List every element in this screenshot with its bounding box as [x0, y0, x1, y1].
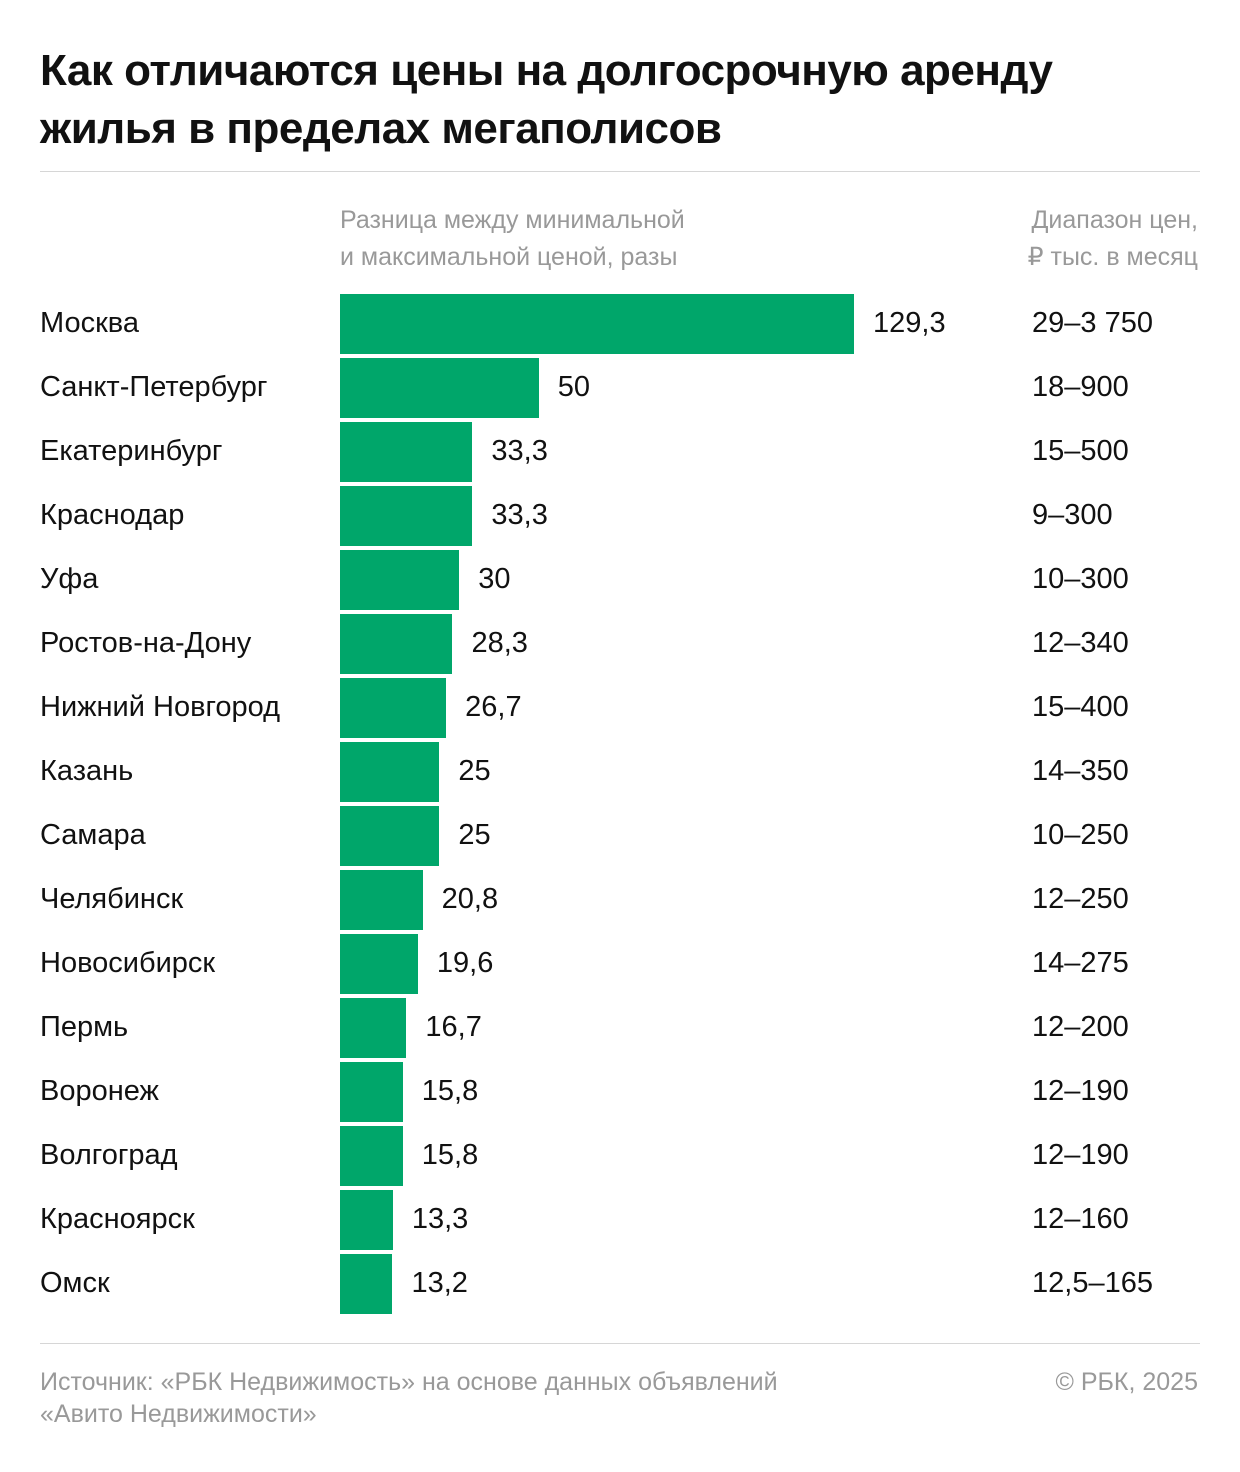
price-range: 10–300	[1032, 563, 1129, 595]
bottom-divider	[40, 1343, 1200, 1344]
price-range: 12–190	[1032, 1075, 1129, 1107]
value-label: 20,8	[441, 883, 499, 915]
value-label: 33,3	[491, 499, 548, 531]
chart-title: Как отличаются цены на долгосрочную арен…	[40, 46, 1053, 153]
value-label: 26,7	[465, 691, 522, 723]
city-label: Казань	[40, 755, 134, 787]
price-range: 12–160	[1032, 1203, 1129, 1235]
price-range: 29–3 750	[1032, 307, 1153, 339]
value-label: 50	[557, 371, 591, 403]
bars-header-line-1: Разница между минимальной	[340, 206, 685, 234]
city-label: Екатеринбург	[40, 435, 223, 467]
city-label: Самара	[40, 819, 146, 851]
range-header-line-2: ₽ тыс. в месяц	[1027, 243, 1198, 271]
bar	[340, 358, 539, 418]
bar	[340, 998, 407, 1058]
bar	[340, 294, 854, 354]
city-label: Москва	[40, 307, 140, 339]
city-label: Санкт-Петербург	[40, 371, 268, 403]
bar	[340, 934, 418, 994]
price-range: 12–340	[1032, 627, 1129, 659]
range-header-line-1: Диапазон цен,	[1031, 206, 1199, 234]
bar	[340, 806, 440, 866]
bar	[340, 870, 423, 930]
price-range: 15–400	[1032, 691, 1129, 723]
value-label: 13,2	[411, 1267, 468, 1299]
city-label: Челябинск	[40, 883, 184, 915]
city-label: Нижний Новгород	[40, 691, 281, 723]
bar	[340, 1126, 403, 1186]
price-range: 9–300	[1032, 499, 1113, 531]
value-label: 19,6	[436, 947, 494, 979]
value-label: 129,3	[873, 307, 946, 339]
bar	[340, 422, 473, 482]
bar	[340, 550, 460, 610]
city-label: Омск	[40, 1267, 110, 1299]
value-label: 13,3	[411, 1203, 469, 1235]
city-label: Уфа	[40, 563, 99, 595]
bars-header-line-2: и максимальной ценой, разы	[340, 243, 678, 271]
bar	[340, 678, 447, 738]
value-label: 33,3	[491, 435, 548, 467]
value-label: 16,7	[425, 1011, 482, 1043]
city-label: Ростов-на-Дону	[40, 627, 252, 659]
bar	[340, 614, 453, 674]
source-line-1: Источник: «РБК Недвижимость» на основе д…	[40, 1368, 778, 1396]
city-label: Пермь	[40, 1011, 129, 1043]
value-label: 15,8	[421, 1139, 479, 1171]
value-label: 30	[478, 563, 511, 595]
value-label: 25	[458, 819, 491, 851]
bars-column-header: Разница между минимальной и максимальной…	[340, 202, 685, 276]
bar	[340, 1190, 393, 1250]
price-range: 15–500	[1032, 435, 1129, 467]
range-column-header: Диапазон цен, ₽ тыс. в месяц	[1028, 202, 1198, 276]
value-label: 28,3	[471, 627, 528, 659]
city-label: Воронеж	[40, 1075, 159, 1107]
value-label: 15,8	[421, 1075, 479, 1107]
price-range: 12,5–165	[1032, 1267, 1153, 1299]
price-range: 12–200	[1032, 1011, 1129, 1043]
value-label: 25	[458, 755, 491, 787]
copyright: © РБК, 2025	[1055, 1368, 1198, 1396]
price-range: 12–190	[1032, 1139, 1129, 1171]
price-range: 14–275	[1032, 947, 1129, 979]
price-range: 14–350	[1032, 755, 1129, 787]
price-range: 18–900	[1032, 371, 1129, 403]
bar	[340, 742, 440, 802]
city-label: Новосибирск	[40, 947, 216, 979]
price-range: 12–250	[1032, 883, 1129, 915]
source-line-2: «Авито Недвижимости»	[40, 1400, 317, 1428]
bar	[340, 1254, 393, 1314]
city-label: Волгоград	[40, 1139, 178, 1171]
source-note: Источник: «РБК Недвижимость» на основе д…	[40, 1366, 778, 1430]
city-label: Краснодар	[40, 499, 185, 531]
bar	[340, 1062, 403, 1122]
top-divider	[40, 171, 1200, 172]
city-label: Красноярск	[40, 1203, 195, 1235]
bar	[340, 486, 473, 546]
price-range: 10–250	[1032, 819, 1129, 851]
